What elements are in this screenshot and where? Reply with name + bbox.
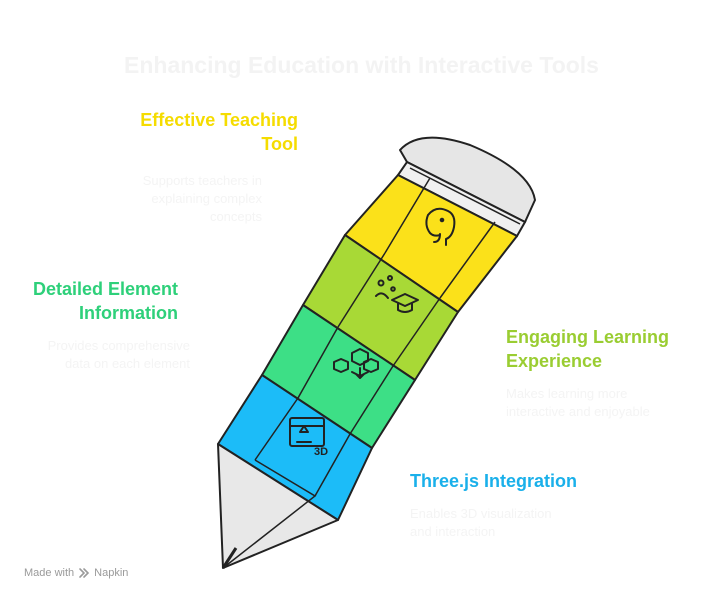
label-line: Three.js Integration (410, 471, 578, 491)
label-line: Engaging Learning (506, 327, 670, 347)
section-label-threejs: Three.js Integration (410, 469, 710, 493)
3d-print-icon: 3D (289, 417, 328, 458)
pencil-eraser (399, 136, 536, 223)
desc-line: and interaction (410, 524, 496, 539)
graduation-cap-icon (375, 275, 419, 313)
desc-line: Makes learning more (506, 386, 628, 401)
pencil-tip (217, 443, 339, 569)
made-with-napkin[interactable]: Made with Napkin (24, 567, 128, 579)
label-line: Information (79, 303, 178, 323)
label-line: Effective Teaching (140, 110, 298, 130)
page-title: Enhancing Education with Interactive Too… (124, 52, 599, 78)
desc-line: concepts (209, 209, 262, 224)
network-cube-icon (333, 348, 379, 379)
section-desc-effective-teaching: Supports teachers in explaining complex … (90, 172, 262, 226)
elephant-icon (425, 207, 456, 246)
label-line: Tool (261, 134, 298, 154)
desc-line: explaining complex (151, 191, 262, 206)
section-desc-threejs: Enables 3D visualization and interaction (410, 505, 610, 541)
desc-line: data on each element (64, 356, 190, 371)
desc-line: Enables 3D visualization (410, 506, 552, 521)
napkin-logo-icon (79, 568, 90, 578)
label-line: Detailed Element (32, 279, 178, 299)
section-label-effective-teaching: Effective Teaching Tool (90, 108, 298, 156)
section-label-engaging-learning: Engaging Learning Experience (506, 325, 716, 373)
desc-line: Supports teachers in (142, 173, 262, 188)
section-label-detailed-element: Detailed Element Information (10, 277, 178, 325)
label-line: Experience (506, 351, 603, 371)
desc-line: Provides comprehensive (47, 338, 190, 353)
svg-text:3D: 3D (314, 446, 328, 458)
desc-line: interactive and enjoyable (506, 404, 650, 419)
napkin-brand: Napkin (94, 567, 129, 579)
section-desc-engaging-learning: Makes learning more interactive and enjo… (506, 385, 716, 421)
made-with-text: Made with (24, 567, 75, 579)
section-desc-detailed-element: Provides comprehensive data on each elem… (10, 337, 190, 373)
